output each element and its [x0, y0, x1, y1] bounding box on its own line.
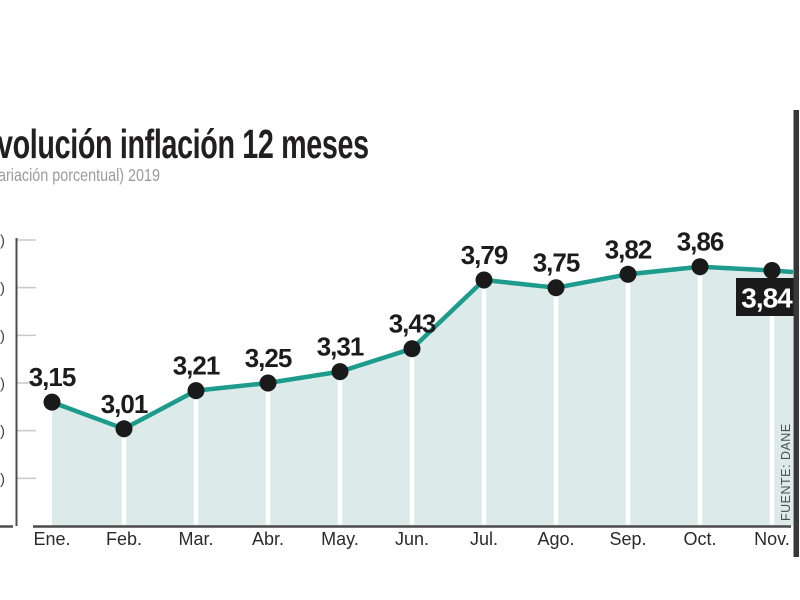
highlight-badge-value: 3,84	[741, 283, 793, 314]
data-point-dot	[43, 393, 61, 411]
inflation-line	[51, 264, 794, 432]
value-label: 3,86	[677, 227, 724, 257]
data-point-dot	[475, 271, 493, 289]
y-tick-label-fragment: )	[0, 328, 5, 345]
right-edge-strip	[793, 110, 799, 557]
data-point-dot	[331, 363, 349, 381]
month-label: Ene.	[33, 529, 70, 549]
y-tick-label-fragment: )	[0, 233, 5, 250]
month-label: Nov.	[754, 529, 790, 549]
value-label: 3,15	[29, 362, 76, 392]
value-label: 3,75	[533, 248, 580, 278]
month-label: Sep.	[609, 529, 646, 549]
month-label: Oct.	[683, 529, 716, 549]
area-fill	[52, 266, 793, 526]
data-point-dot	[619, 265, 637, 283]
month-label: Jun.	[395, 529, 429, 549]
y-tick-label-fragment: )	[0, 376, 5, 393]
value-label: 3,31	[317, 332, 364, 362]
page-title: volución inflación 12 meses	[0, 121, 369, 167]
y-tick-label-fragment: )	[0, 423, 5, 440]
month-label: Jul.	[470, 529, 498, 549]
highlight-badge	[736, 278, 797, 316]
month-label: Abr.	[252, 529, 284, 549]
data-point-dot	[403, 340, 421, 358]
y-tick-label-fragment: )	[0, 280, 5, 297]
value-label: 3,21	[173, 351, 220, 381]
month-label: Mar.	[178, 529, 213, 549]
month-label: Ago.	[537, 529, 574, 549]
value-label: 3,01	[101, 389, 148, 419]
source-label: FUENTE: DANE	[779, 423, 793, 521]
month-label: Feb.	[106, 529, 142, 549]
chart-subtitle: ariación porcentual) 2019	[0, 165, 160, 185]
data-point-dot	[691, 258, 709, 276]
value-label: 3,43	[389, 309, 436, 339]
value-label: 3,82	[605, 234, 652, 264]
data-point-dot	[547, 279, 565, 297]
value-label: 3,79	[461, 240, 508, 270]
data-point-dot	[187, 382, 205, 400]
data-point-dot	[115, 420, 133, 438]
value-label: 3,25	[245, 343, 292, 373]
y-tick-label-fragment: )	[0, 471, 5, 488]
data-point-dot	[259, 374, 277, 392]
month-label: May.	[321, 529, 359, 549]
data-point-dot	[763, 262, 781, 279]
